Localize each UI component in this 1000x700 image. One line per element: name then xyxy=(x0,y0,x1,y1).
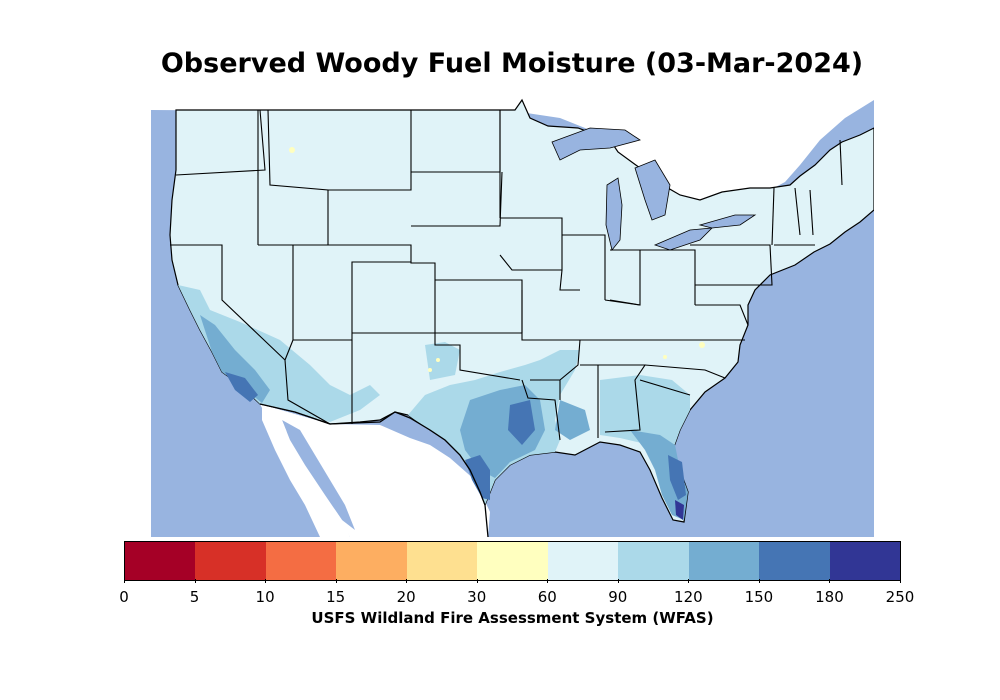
colorbar-segment xyxy=(265,542,337,580)
colorbar-segment xyxy=(618,542,689,580)
moisture-band-120-150 xyxy=(200,315,688,520)
colorbar-tick xyxy=(265,579,267,583)
colorbar-tick xyxy=(194,579,196,583)
colorbar-tick xyxy=(617,579,619,583)
moisture-band-30-60 xyxy=(289,147,705,372)
colorbar-label: USFS Wildland Fire Assessment System (WF… xyxy=(311,609,714,627)
colorbar-tick-label: 90 xyxy=(608,588,628,606)
great-lakes xyxy=(551,127,757,251)
colorbar-segment xyxy=(336,542,407,580)
colorbar-segment xyxy=(829,542,900,580)
colorbar-segment xyxy=(195,542,266,580)
colorbar-tick-label: 180 xyxy=(815,588,844,606)
colorbar-segment xyxy=(406,542,478,580)
colorbar-tick xyxy=(758,579,760,583)
colorbar-tick-label: 30 xyxy=(467,588,487,606)
colorbar-tick-label: 15 xyxy=(326,588,346,606)
colorbar-segment xyxy=(688,542,760,580)
colorbar-segment xyxy=(477,542,548,580)
colorbar-tick xyxy=(124,579,125,583)
map-title: Observed Woody Fuel Moisture (03-Mar-202… xyxy=(160,48,864,79)
colorbar-tick xyxy=(406,579,408,583)
colorbar-tick-label: 10 xyxy=(255,588,275,606)
gulf-of-california xyxy=(282,420,355,530)
colorbar-bar xyxy=(124,541,901,581)
colorbar-tick-label: 5 xyxy=(189,588,200,606)
colorbar-tick xyxy=(476,579,478,583)
colorbar-tick-label: 120 xyxy=(674,588,703,606)
colorbar xyxy=(124,541,901,583)
colorbar-tick-label: 150 xyxy=(744,588,774,606)
colorbar-tick xyxy=(335,579,337,583)
moisture-band-180-250 xyxy=(675,500,684,520)
us-mexico-border xyxy=(259,403,489,537)
colorbar-segment xyxy=(125,542,196,580)
fuel-moisture-map xyxy=(151,84,874,537)
moisture-band-150-180 xyxy=(225,372,686,500)
colorbar-tick xyxy=(829,579,831,583)
colorbar-segment xyxy=(759,542,830,580)
colorbar-tick-label: 0 xyxy=(119,588,129,606)
colorbar-tick-label: 250 xyxy=(885,588,915,606)
baja-land xyxy=(262,408,350,537)
mexico-land xyxy=(260,404,490,537)
state-borders xyxy=(170,109,843,441)
colorbar-tick-label: 20 xyxy=(396,588,416,606)
colorbar-tick xyxy=(688,579,690,583)
colorbar-tick-label: 60 xyxy=(537,588,557,606)
colorbar-segment xyxy=(547,542,619,580)
colorbar-tick xyxy=(900,579,901,583)
colorbar-tick xyxy=(547,579,549,583)
